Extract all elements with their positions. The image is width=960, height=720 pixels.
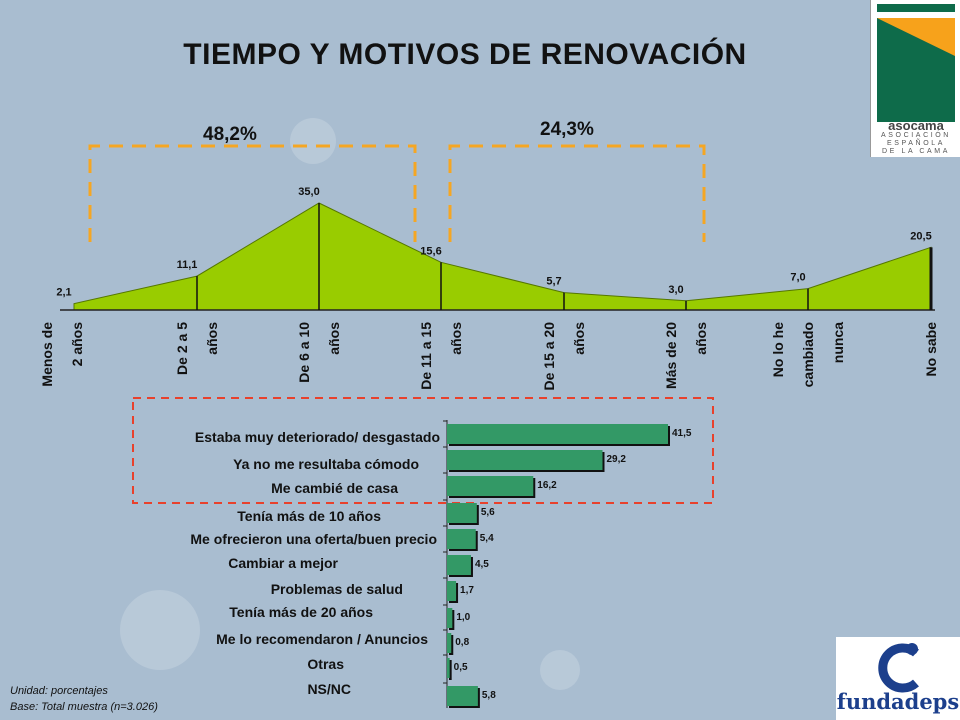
area-category-label: años [571,322,587,355]
bar-value-label: 5,6 [481,507,495,518]
area-category-label: cambiado [800,322,816,387]
area-value-label: 35,0 [298,186,319,198]
bar-category-label: Otras [307,656,344,672]
page-title: TIEMPO Y MOTIVOS DE RENOVACIÓN [183,38,747,71]
bar [447,555,471,575]
bracket-label-right: 24,3% [540,119,594,140]
bar [447,476,534,496]
area-category-label: 2 años [69,322,85,367]
unit-note: Unidad: porcentajes [10,685,108,697]
bar-value-label: 29,2 [606,454,626,465]
bar-value-label: 1,0 [456,612,470,623]
asocama-logo: asocama ASOCIACIÓN ESPAÑOLA DE LA CAMA [870,0,960,157]
area-category-label: No lo he [770,322,786,377]
area-category-label: De 15 a 20 [541,322,557,391]
area-value-label: 3,0 [668,284,683,296]
area-value-label: 20,5 [910,230,931,242]
bar-value-label: 1,7 [460,585,474,596]
bar-category-label: Me lo recomendaron / Anuncios [216,631,428,647]
bar [447,503,477,523]
area-category-label: De 2 a 5 [174,322,190,375]
bar-value-label: 0,5 [454,662,468,673]
bar [447,633,452,653]
bar [447,450,603,470]
bar-value-label: 5,8 [482,690,496,701]
bracket-outline-right [448,144,706,242]
bar-category-label: Tenía más de 10 años [237,508,381,524]
area-series [73,202,932,311]
area-category-label: años [693,322,709,355]
base-note: Base: Total muestra (n=3.026) [10,701,158,713]
area-value-label: 15,6 [420,245,441,257]
bar-value-label: 16,2 [537,480,557,491]
bracket-label-left: 48,2% [203,124,257,145]
bar-category-label: NS/NC [307,681,351,697]
bar [447,581,457,601]
bar-category-label: Ya no me resultaba cómodo [233,456,419,472]
area-category-label: años [326,322,342,355]
area-value-label: 2,1 [56,287,71,299]
bar-value-label: 5,4 [480,533,494,544]
asocama-subtitle: ASOCIACIÓN ESPAÑOLA DE LA CAMA [881,132,951,155]
background-decoration [290,118,336,164]
bar-category-label: Cambiar a mejor [228,555,338,571]
bar-value-label: 4,5 [475,559,489,570]
bar [447,529,476,549]
fundadeps-wordmark: fundadeps [836,689,960,714]
bar [447,658,450,678]
bar-category-label: Me ofrecieron una oferta/buen precio [190,531,437,547]
bar-category-label: Tenía más de 20 años [229,604,373,620]
area-value-label: 11,1 [177,259,198,271]
area-category-label: Menos de [39,322,55,387]
bar-value-label: 0,8 [455,637,469,648]
area-chart: 2,1 11,1 35,0 15,6 5,7 3,0 7,0 20,5 Menos de 2 añ… [39,186,939,391]
area-category-label: De 11 a 15 [418,322,434,390]
bracket-outline-left [88,144,417,242]
asocama-logo-graphic [877,4,955,122]
bar [447,424,668,444]
bar-shadow [449,660,452,680]
bar [447,686,478,706]
area-value-label: 5,7 [546,276,561,288]
background-decoration [120,590,200,670]
bar-category-label: Problemas de salud [271,581,403,597]
highlight-box [132,397,714,504]
area-category-label: nunca [830,322,846,363]
bar-category-label: Estaba muy deteriorado/ desgastado [195,429,440,445]
bar-chart: 41,5 Estaba muy deteriorado/ desgastado 29… [190,420,692,708]
area-category-label: años [448,322,464,355]
area-category-label: Más de 20 [663,322,679,389]
fundadeps-logo-mark [878,643,919,693]
background-decoration [540,650,580,690]
bar-value-label: 41,5 [672,428,692,439]
area-category-label: De 6 a 10 [296,322,312,383]
area-value-label: 7,0 [790,272,805,284]
fundadeps-logo: fundadeps [836,637,960,720]
bar-category-label: Me cambié de casa [271,480,398,496]
bar [447,608,453,628]
asocama-name: asocama [888,118,944,133]
area-category-label: No sabe [923,322,939,377]
area-category-label: años [204,322,220,355]
